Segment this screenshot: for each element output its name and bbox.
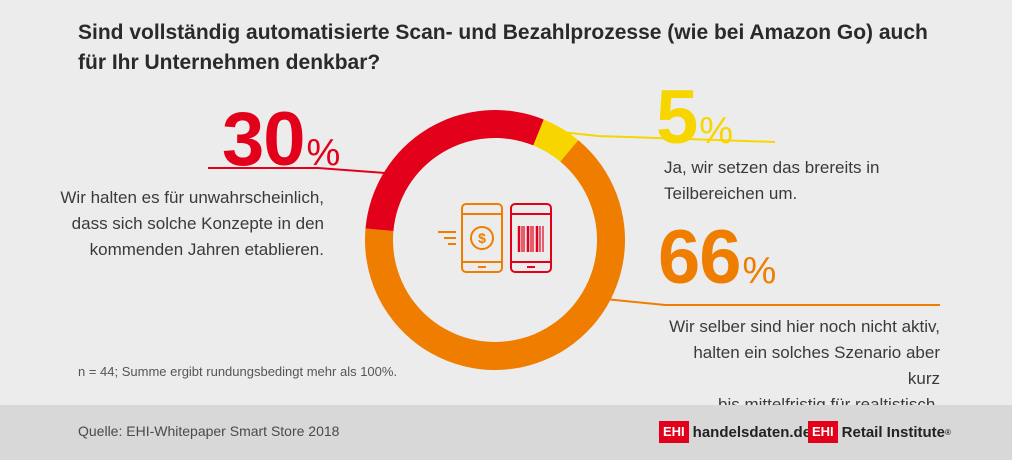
svg-text:$: $ (478, 230, 486, 246)
donut-slice-yellow (533, 119, 579, 162)
retail-institute-logo: EHI Retail Institute ® (808, 421, 951, 443)
handelsdaten-logo: EHI handelsdaten.de (659, 421, 811, 443)
payment-phone-icon: $ (438, 203, 503, 273)
source-text: Quelle: EHI-Whitepaper Smart Store 2018 (78, 423, 340, 439)
leader-lines (208, 130, 940, 306)
donut-slices (364, 110, 626, 370)
donut-slice-orange (364, 140, 626, 370)
percent-label-30: 30% (222, 97, 341, 182)
percent-label-5: 5% (656, 75, 734, 160)
description-not-yet-active: Wir selber sind hier noch nicht aktiv, h… (669, 317, 940, 414)
leader-line-red (208, 167, 389, 175)
donut-slice-red (365, 110, 544, 231)
leader-line-yellow (559, 130, 776, 143)
chart-title: Sind vollständig automatisierte Scan- un… (78, 21, 928, 74)
sample-note: n = 44; Summe ergibt rundungsbedingt meh… (78, 364, 398, 379)
donut-chart: $ (208, 110, 940, 370)
leader-line-orange (606, 298, 940, 306)
footer: Quelle: EHI-Whitepaper Smart Store 2018 … (0, 405, 1012, 460)
description-already-implemented: Ja, wir setzen das brereits in Teilberei… (664, 158, 880, 203)
barcode-phone-icon (510, 203, 552, 273)
description-unlikely: Wir halten es für unwahrscheinlich, dass… (60, 188, 324, 259)
percent-label-66: 66% (658, 215, 777, 300)
